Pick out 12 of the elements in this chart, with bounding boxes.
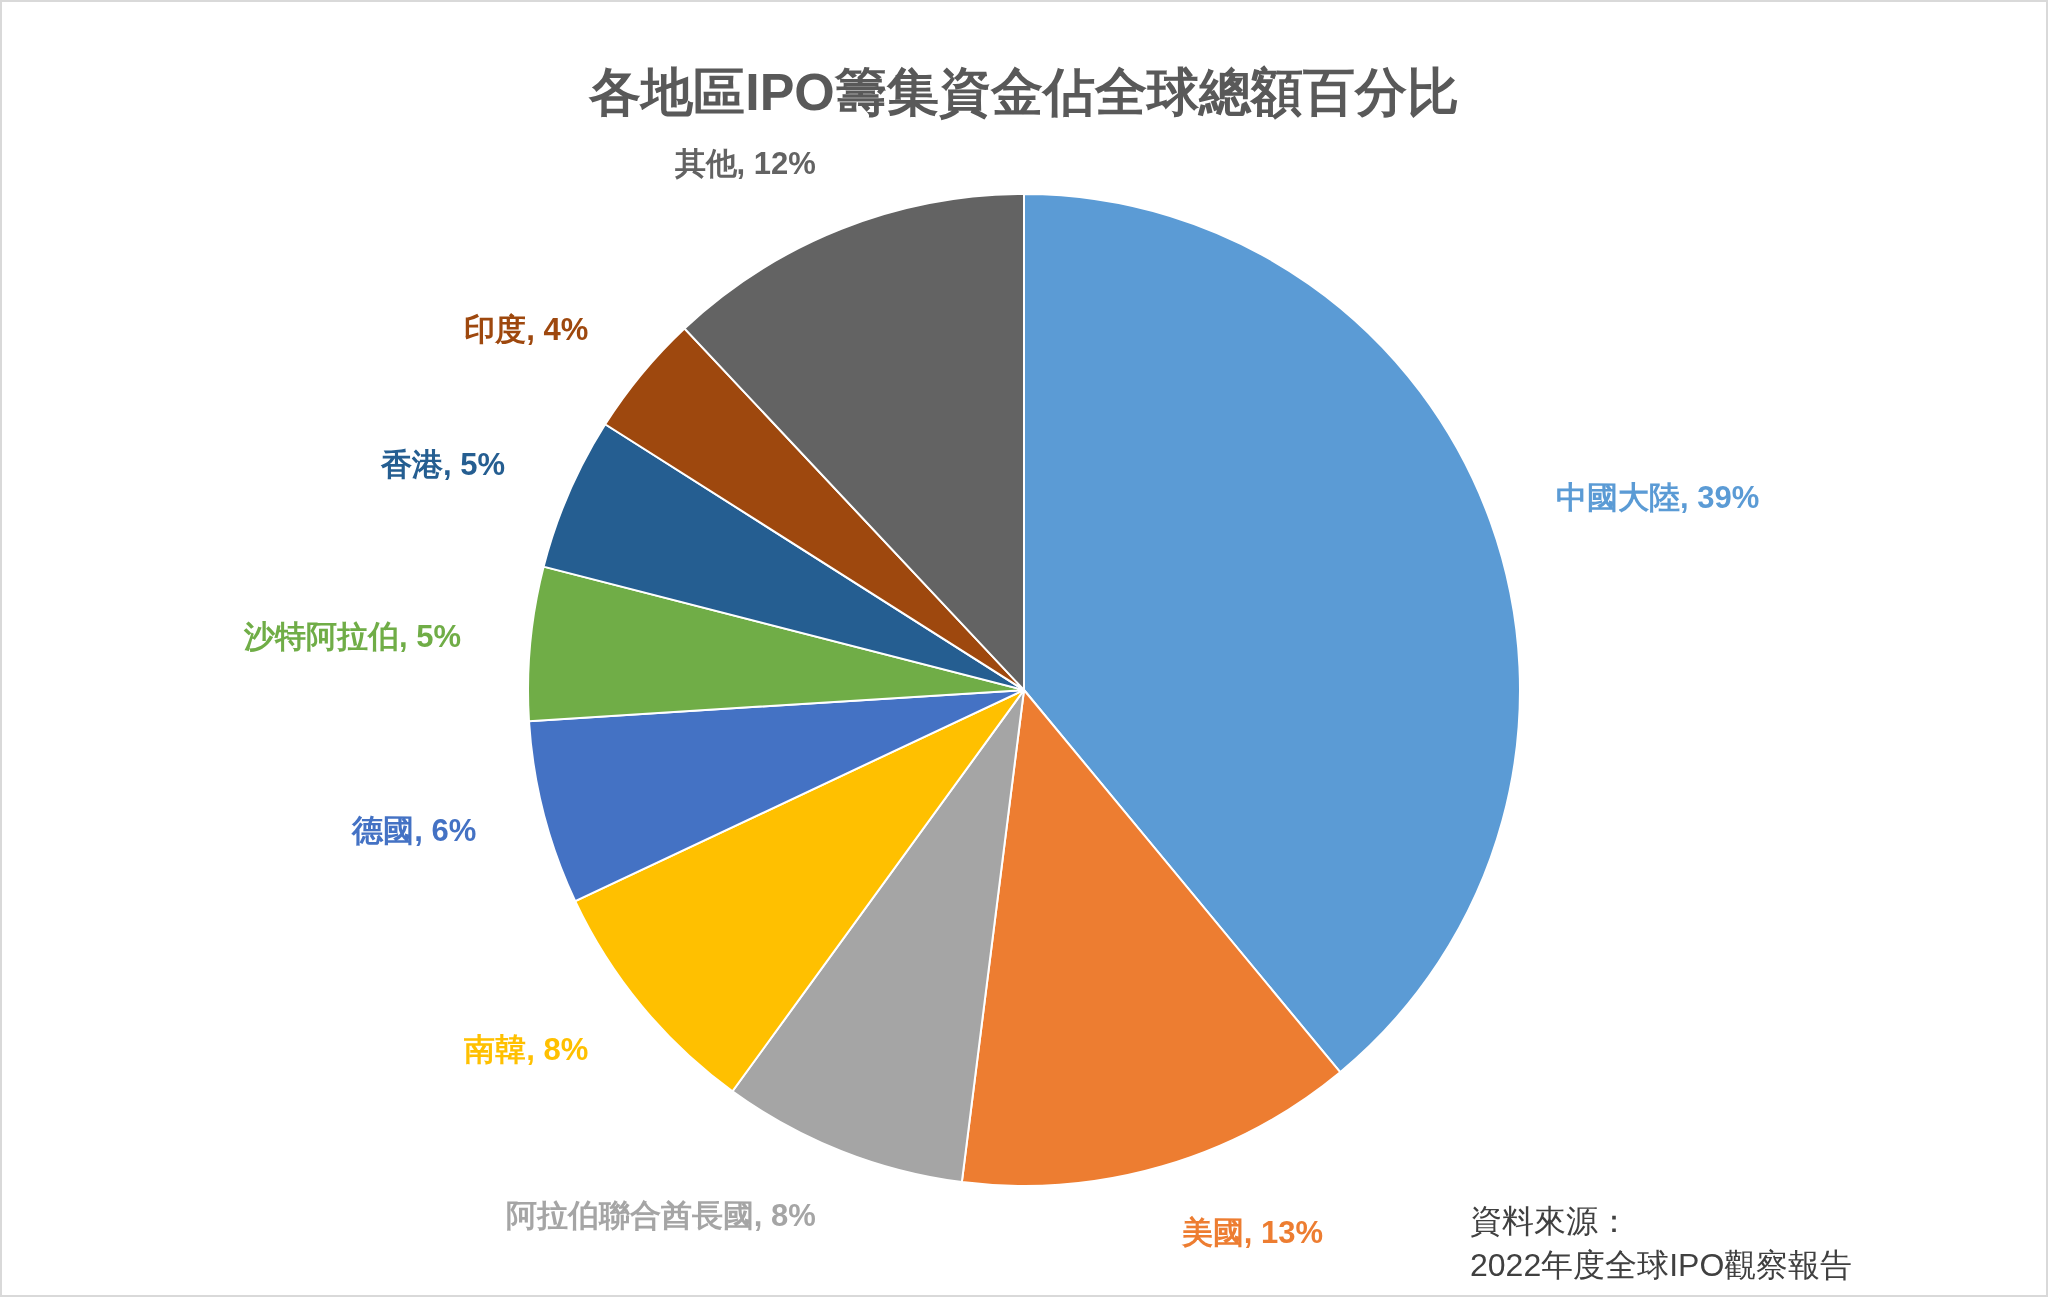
slice-label: 香港, 5% bbox=[380, 447, 506, 483]
slice-label: 其他, 12% bbox=[673, 146, 816, 182]
source-note: 資料來源： bbox=[1470, 1203, 1630, 1239]
slice-label: 南韓, 8% bbox=[464, 1032, 589, 1068]
slice-label: 美國, 13% bbox=[1180, 1214, 1324, 1250]
slice-label: 印度, 4% bbox=[464, 311, 589, 347]
slice-label: 德國, 6% bbox=[351, 812, 477, 848]
slice-label: 中國大陸, 39% bbox=[1556, 480, 1760, 516]
chart-title: 各地區IPO籌集資金佔全球總額百分比 bbox=[588, 63, 1459, 121]
slice-label: 阿拉伯聯合酋長國, 8% bbox=[505, 1197, 816, 1233]
text: 2022年度全球IPO觀察報告 bbox=[1470, 1247, 1853, 1283]
slice-label: 沙特阿拉伯, 5% bbox=[243, 618, 462, 654]
